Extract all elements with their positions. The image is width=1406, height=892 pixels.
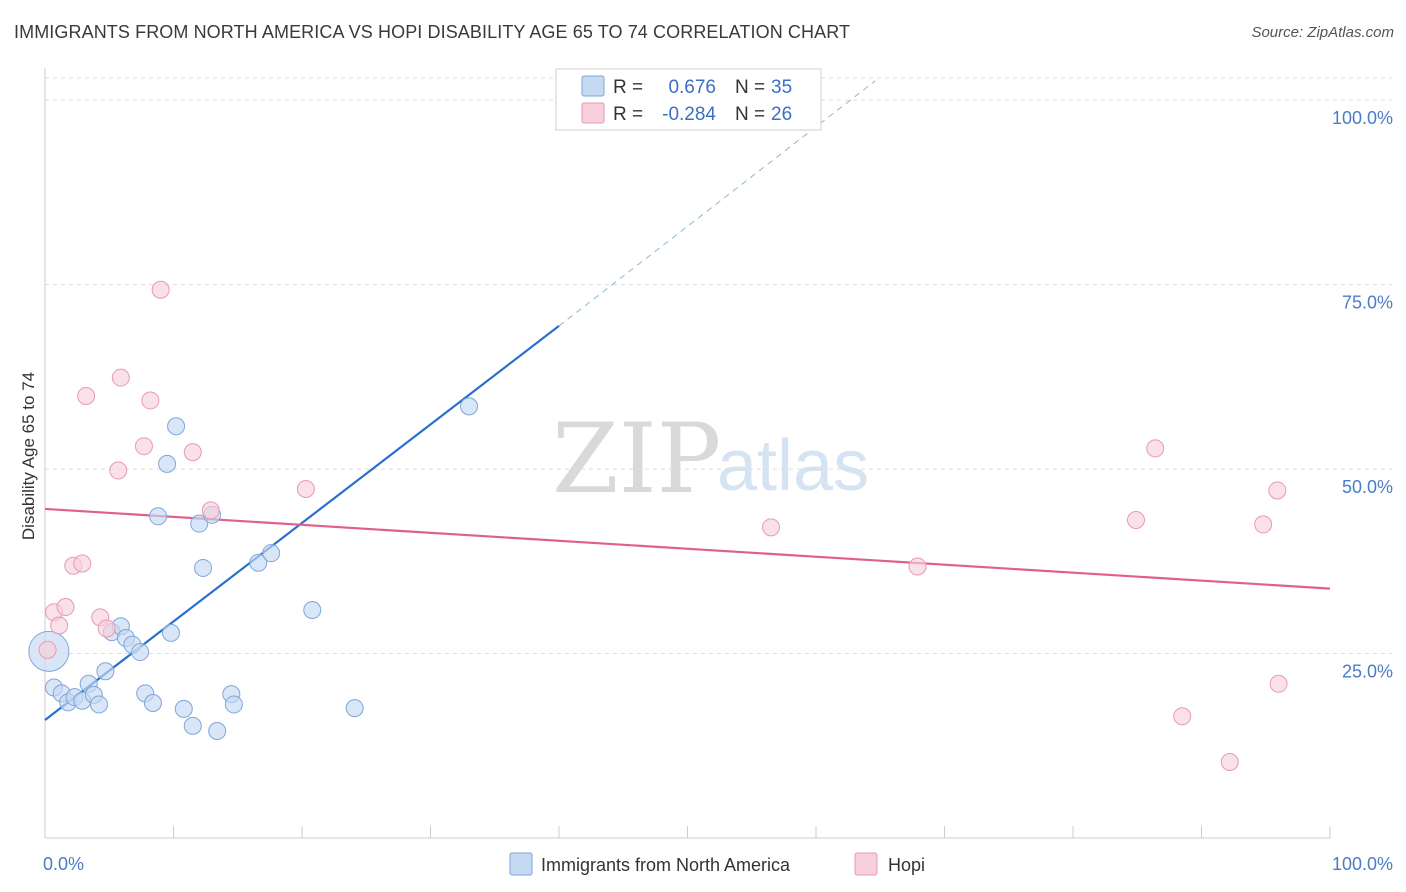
y-tick-label-1: 50.0% bbox=[1342, 477, 1393, 497]
axes bbox=[44, 68, 1331, 839]
trendline-blue bbox=[44, 325, 560, 721]
point-blue-26 bbox=[208, 722, 227, 741]
point-pink-18 bbox=[908, 557, 927, 576]
legend-label-immigrants: Immigrants from North America bbox=[541, 855, 791, 875]
trendline-blue-extension bbox=[558, 80, 876, 327]
stats-n-label-1: N = bbox=[735, 77, 765, 98]
point-blue-21 bbox=[174, 699, 193, 718]
point-pink-11 bbox=[134, 437, 153, 456]
point-pink-5 bbox=[73, 554, 92, 573]
stats-n-label-2: N = bbox=[735, 104, 765, 125]
stats-n-value-1: 35 bbox=[771, 77, 792, 98]
point-blue-14 bbox=[131, 643, 150, 662]
point-blue-16 bbox=[143, 693, 162, 712]
point-pink-2 bbox=[50, 616, 69, 635]
gridlines bbox=[45, 77, 1392, 655]
point-pink-25 bbox=[1269, 674, 1288, 693]
point-pink-3 bbox=[56, 598, 75, 617]
point-blue-22 bbox=[183, 716, 202, 735]
point-blue-9 bbox=[96, 662, 115, 681]
point-blue-8 bbox=[89, 695, 108, 714]
point-pink-20 bbox=[1146, 439, 1165, 458]
stats-n-value-2: 26 bbox=[771, 104, 792, 125]
point-blue-20 bbox=[167, 417, 186, 436]
y-tick-label-2: 75.0% bbox=[1342, 293, 1393, 313]
legend-label-hopi: Hopi bbox=[888, 855, 925, 875]
stats-r-value-1: 0.676 bbox=[668, 77, 716, 98]
source-label: Source: ZipAtlas.com bbox=[1251, 24, 1394, 41]
stats-swatch-pink bbox=[581, 102, 605, 124]
y-tick-label-3: 100.0% bbox=[1332, 108, 1393, 128]
point-blue-19 bbox=[161, 623, 180, 642]
stats-r-value-2: -0.284 bbox=[662, 104, 716, 125]
point-blue-31 bbox=[303, 601, 322, 619]
x-tick-label-1: 100.0% bbox=[1332, 854, 1393, 874]
stats-r-label-1: R = bbox=[613, 77, 643, 98]
point-blue-17 bbox=[149, 507, 168, 526]
data-points bbox=[28, 80, 1288, 771]
point-pink-0 bbox=[38, 640, 57, 659]
point-blue-33 bbox=[460, 397, 479, 416]
point-blue-24 bbox=[194, 558, 213, 577]
legend-swatch-hopi bbox=[854, 852, 878, 876]
point-pink-6 bbox=[77, 387, 96, 406]
watermark-atlas: atlas bbox=[717, 426, 869, 506]
point-blue-23 bbox=[190, 514, 209, 533]
stats-swatch-blue bbox=[581, 75, 605, 97]
stats-r-label-2: R = bbox=[613, 104, 643, 125]
trendlines bbox=[44, 80, 1331, 721]
point-pink-9 bbox=[109, 461, 128, 480]
watermark: ZIP atlas bbox=[552, 403, 869, 515]
point-pink-14 bbox=[183, 443, 202, 462]
point-pink-15 bbox=[201, 501, 220, 520]
y-tick-label-0: 25.0% bbox=[1342, 662, 1393, 682]
point-pink-16 bbox=[296, 479, 315, 498]
point-pink-23 bbox=[1254, 515, 1273, 534]
tick-labels: 25.0% 50.0% 75.0% 100.0% 0.0% 100.0% bbox=[43, 108, 1393, 874]
point-blue-18 bbox=[158, 454, 177, 473]
point-blue-32 bbox=[345, 699, 364, 718]
point-blue-29 bbox=[249, 553, 268, 572]
point-blue-30 bbox=[262, 544, 281, 563]
chart-title: IMMIGRANTS FROM NORTH AMERICA VS HOPI DI… bbox=[14, 22, 851, 42]
point-pink-24 bbox=[1268, 481, 1287, 500]
point-pink-19 bbox=[1126, 510, 1145, 529]
point-pink-21 bbox=[1173, 707, 1192, 726]
point-pink-22 bbox=[1220, 753, 1239, 771]
point-pink-8 bbox=[97, 619, 116, 638]
legend-swatch-immigrants bbox=[509, 852, 533, 876]
trendline-pink bbox=[44, 507, 1331, 590]
x-tick-label-0: 0.0% bbox=[43, 854, 84, 874]
stats-legend: R = 0.676 N = 35 R = -0.284 N = 26 bbox=[555, 68, 822, 131]
point-pink-12 bbox=[141, 391, 160, 410]
point-pink-17 bbox=[762, 518, 781, 537]
series-legend: Immigrants from North America Hopi bbox=[509, 852, 925, 876]
point-pink-10 bbox=[111, 368, 130, 387]
y-axis-label: Disability Age 65 to 74 bbox=[19, 372, 38, 540]
point-pink-13 bbox=[151, 280, 170, 299]
point-blue-28 bbox=[224, 695, 243, 714]
watermark-zip: ZIP bbox=[552, 403, 721, 515]
